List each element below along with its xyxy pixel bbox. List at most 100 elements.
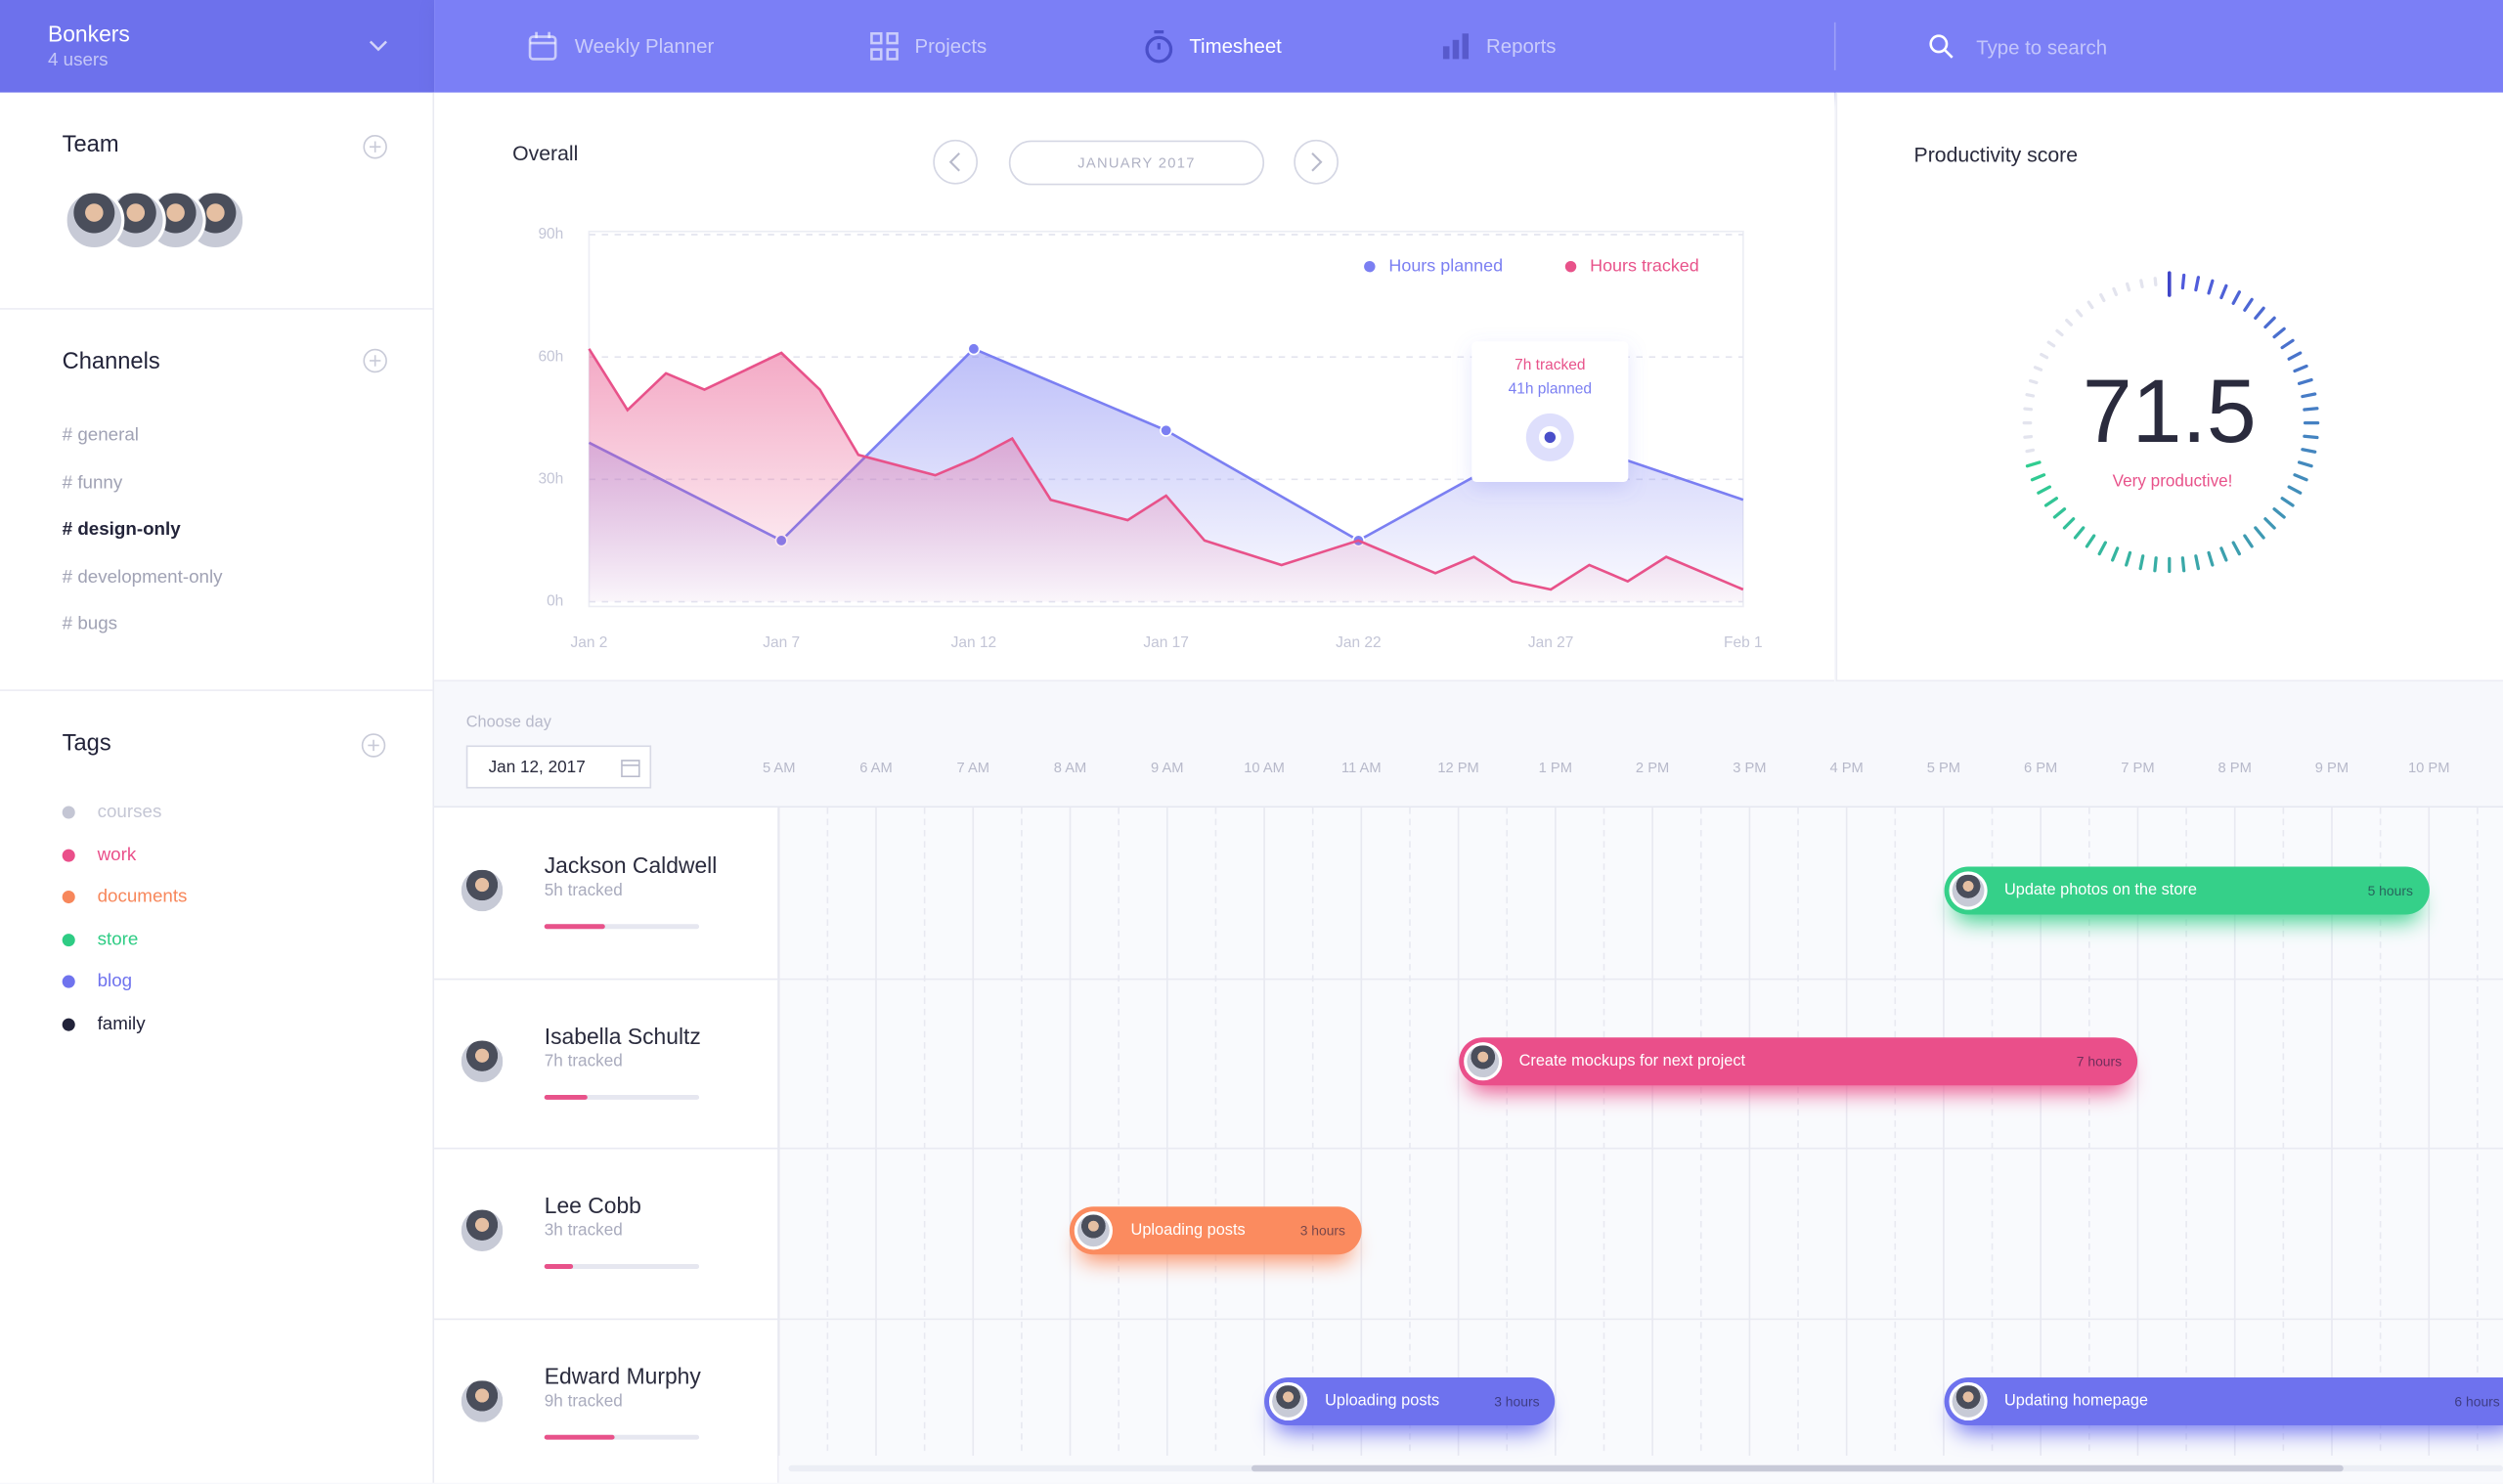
channel[interactable]: # development-only <box>62 567 223 587</box>
timeline <box>778 807 2503 1483</box>
add-button[interactable] <box>363 134 388 159</box>
hour-label: 12 PM <box>1437 760 1479 776</box>
person-name: Jackson Caldwell <box>544 851 718 878</box>
progress-fill <box>544 1264 574 1269</box>
person-tracked: 3h tracked <box>544 1220 623 1241</box>
divider <box>0 689 433 691</box>
task-avatar <box>1463 1041 1502 1080</box>
nav-item[interactable]: Timesheet <box>1189 34 1282 58</box>
channel[interactable]: # bugs <box>62 614 118 634</box>
person-tracked: 9h tracked <box>544 1390 623 1411</box>
progress-track <box>544 1264 700 1269</box>
hour-label: 5 PM <box>1926 760 1961 776</box>
task-title: Updating homepage <box>2003 1391 2149 1410</box>
hour-label: 8 AM <box>1053 760 1087 776</box>
task-title: Uploading posts <box>1325 1391 1440 1410</box>
date-value: Jan 12, 2017 <box>488 758 586 778</box>
divider <box>434 806 2503 808</box>
progress-fill <box>544 1433 614 1439</box>
avatar[interactable] <box>458 1206 506 1255</box>
task-hours: 5 hours <box>2367 882 2413 899</box>
search-icon[interactable] <box>1928 33 1954 59</box>
tag-dot <box>62 848 75 861</box>
tag[interactable]: family <box>97 1014 146 1034</box>
person-name: Edward Murphy <box>544 1362 701 1388</box>
channel[interactable]: # general <box>62 425 139 446</box>
task-hours: 7 hours <box>2076 1052 2123 1069</box>
hour-label: 1 PM <box>1538 760 1572 776</box>
task-hours: 6 hours <box>2454 1392 2500 1409</box>
tag-dot <box>62 806 75 819</box>
date-input[interactable] <box>465 745 652 789</box>
nav-icon <box>1442 33 1470 60</box>
tag-dot <box>62 1017 75 1030</box>
hour-label: 10 PM <box>2407 760 2450 776</box>
channel[interactable]: # design-only <box>62 520 181 540</box>
task[interactable] <box>1943 1376 2503 1425</box>
field-label: Choose day <box>465 714 551 732</box>
progress-track <box>544 1094 700 1100</box>
task[interactable] <box>1070 1206 1362 1255</box>
search-input[interactable]: Type to search <box>1976 36 2108 60</box>
progress-track <box>544 924 700 930</box>
month-picker[interactable]: JANUARY 2017 <box>1008 140 1265 186</box>
row-divider <box>434 1317 2503 1320</box>
section-title: Channels <box>62 349 160 375</box>
task-hours: 3 hours <box>1494 1392 1540 1409</box>
nav-item[interactable]: Reports <box>1486 34 1557 58</box>
nav-icon <box>528 31 557 61</box>
task-hours: 3 hours <box>1299 1222 1345 1239</box>
brand-users: 4 users <box>47 51 109 70</box>
task-avatar <box>1075 1211 1114 1250</box>
people-column <box>434 807 779 1483</box>
add-button[interactable] <box>363 348 388 373</box>
person-name: Isabella Schultz <box>544 1022 701 1048</box>
add-button[interactable] <box>361 732 386 758</box>
brand-name: Bonkers <box>47 21 130 47</box>
team-avatar[interactable] <box>64 190 125 251</box>
task-title: Uploading posts <box>1130 1221 1246 1240</box>
brand-chevron[interactable] <box>368 38 390 54</box>
avatar[interactable] <box>458 1036 506 1085</box>
task-avatar <box>1268 1381 1308 1420</box>
task[interactable] <box>1264 1376 1556 1425</box>
task-avatar <box>1948 871 1987 910</box>
avatar[interactable] <box>458 1376 506 1425</box>
row-divider <box>434 1147 2503 1150</box>
hour-label: 7 AM <box>956 760 989 776</box>
tag-dot <box>62 975 75 988</box>
nav-icon <box>870 31 899 61</box>
task-title: Create mockups for next project <box>1518 1051 1746 1069</box>
hour-label: 4 PM <box>1829 760 1864 776</box>
tag[interactable]: blog <box>97 972 133 991</box>
prev-month[interactable] <box>932 139 978 185</box>
nav-item[interactable]: Weekly Planner <box>574 34 715 58</box>
task-avatar <box>1948 1381 1987 1420</box>
task[interactable] <box>1943 866 2430 915</box>
row-divider <box>434 977 2503 980</box>
tag[interactable]: work <box>97 845 137 865</box>
hour-label: 9 PM <box>2314 760 2349 776</box>
tag[interactable]: documents <box>97 887 188 907</box>
nav-icon <box>1145 30 1173 64</box>
section-title: Team <box>62 132 119 158</box>
next-month[interactable] <box>1293 139 1339 185</box>
hour-label: 7 PM <box>2121 760 2155 776</box>
person-name: Lee Cobb <box>544 1192 641 1218</box>
avatar[interactable] <box>458 866 506 915</box>
brand-bar[interactable] <box>0 0 435 93</box>
hour-label: 11 AM <box>1341 760 1382 776</box>
tag-dot <box>62 891 75 904</box>
tag[interactable]: courses <box>97 803 162 822</box>
person-tracked: 5h tracked <box>544 881 623 900</box>
calendar-icon[interactable] <box>621 759 640 778</box>
hour-label: 6 AM <box>859 760 893 776</box>
scroll-thumb[interactable] <box>1252 1464 2344 1472</box>
tag[interactable]: store <box>97 930 139 949</box>
hour-label: 8 PM <box>2218 760 2252 776</box>
channel[interactable]: # funny <box>62 473 123 493</box>
nav-item[interactable]: Projects <box>914 34 988 58</box>
progress-fill <box>544 1094 589 1100</box>
task[interactable] <box>1458 1036 2138 1085</box>
